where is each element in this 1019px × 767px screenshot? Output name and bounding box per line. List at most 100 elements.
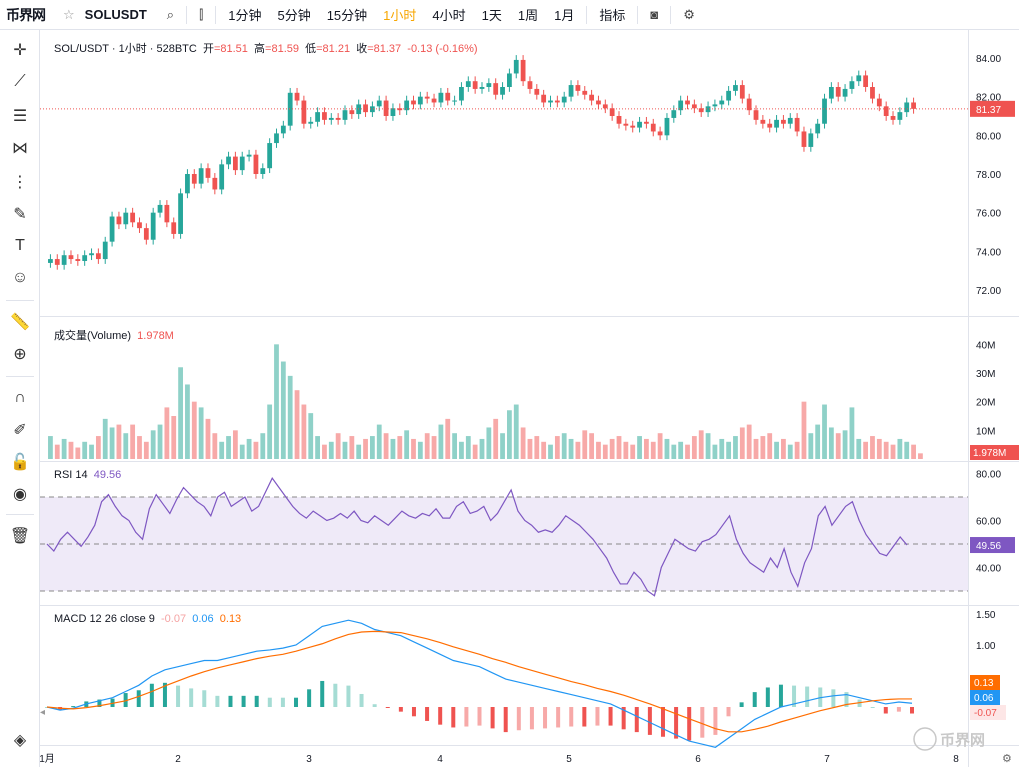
macd-hist-bar — [123, 693, 128, 707]
macd-hist-bar — [307, 689, 312, 707]
volume-bar — [164, 407, 170, 459]
lock-icon[interactable]: 🔓 — [10, 454, 30, 471]
zoom-in-icon[interactable]: ⊕ — [13, 346, 27, 363]
pattern-icon[interactable]: ⋈ — [12, 140, 28, 157]
macd-hist-bar — [674, 707, 679, 739]
candle-type-icon[interactable]: ⫿ — [199, 6, 204, 22]
text-icon[interactable]: T — [15, 237, 25, 254]
volume-bar — [904, 441, 910, 459]
candle-body — [774, 119, 779, 128]
eye-icon[interactable]: ◉ — [13, 486, 27, 503]
brush-icon[interactable]: ✎ — [13, 206, 27, 223]
candle-body — [828, 87, 834, 99]
volume-bar — [541, 441, 547, 459]
candle-body — [822, 98, 827, 124]
lock-drawing-icon[interactable]: ✐ — [13, 422, 27, 439]
crosshair-icon[interactable]: ✛ — [13, 42, 27, 59]
chart-title: SOL/USDT · 1小时 · 528BTC — [54, 43, 197, 55]
timeframe-6[interactable]: 1周 — [517, 8, 539, 23]
volume-bar — [198, 407, 204, 459]
open-value: =81.51 — [213, 43, 248, 55]
candle-body — [520, 59, 526, 82]
volume-tick-label: 20M — [976, 398, 995, 409]
volume-bar — [260, 433, 266, 459]
symbol-label[interactable]: SOLUSDT — [84, 7, 147, 22]
rsi-last-tag — [970, 537, 1015, 554]
drawing-toolbar: ✛ ⟋ ☰ ⋈ ⋮ ✎ T ☺ 📏 ⊕ ∩ ✐ 🔓 ◉ 🗑 ◈ — [0, 30, 40, 767]
timeframe-0[interactable]: 1分钟 — [228, 8, 262, 23]
volume-bar — [883, 441, 889, 459]
volume-bar — [794, 441, 800, 459]
volume-bar — [109, 427, 115, 459]
volume-bar — [383, 433, 389, 459]
candle-body — [541, 94, 547, 103]
volume-bar — [801, 401, 807, 459]
timeframe-1[interactable]: 5分钟 — [277, 8, 311, 23]
volume-bar — [602, 444, 608, 459]
magnet-icon[interactable]: ∩ — [14, 389, 26, 406]
emoji-icon[interactable]: ☺ — [11, 269, 29, 286]
candle-body — [644, 121, 649, 124]
volume-bar — [685, 444, 690, 459]
volume-bar — [369, 436, 375, 459]
toolbar-divider — [586, 5, 588, 24]
macd-hist-bar — [778, 684, 783, 707]
candle-body — [500, 87, 505, 95]
macd-last-tag — [970, 690, 1000, 705]
top-toolbar: 币界网 ☆ SOLUSDT ⌕ ⫿ 1分钟 5分钟 15分钟 1小时 4小时 1天 1周 1月… — [0, 0, 1019, 30]
timeframe-7[interactable]: 1月 — [554, 8, 575, 23]
volume-bar — [534, 436, 540, 459]
candle-body — [575, 85, 581, 91]
candle-body — [404, 100, 410, 111]
toolbar-divider — [215, 5, 217, 24]
volume-bar — [691, 436, 697, 459]
timeframe-3[interactable]: 1小时 — [383, 8, 417, 23]
volume-bar — [815, 424, 821, 459]
volume-bar — [274, 344, 279, 459]
volume-bar — [465, 436, 471, 459]
camera-icon[interactable]: ◙ — [650, 7, 659, 22]
candle-body — [130, 212, 136, 223]
candle-body — [760, 119, 766, 124]
toolbar-divider — [6, 376, 34, 377]
timeframe-5[interactable]: 1天 — [481, 8, 502, 23]
layers-icon[interactable]: ◈ — [13, 732, 27, 749]
trend-line-icon[interactable]: ⟋ — [14, 73, 26, 90]
volume-bar — [842, 430, 848, 459]
trash-icon[interactable]: 🗑 — [9, 528, 31, 545]
volume-tick-label: 10M — [976, 426, 995, 437]
candle-body — [548, 100, 553, 103]
candle-body — [739, 85, 745, 99]
last-price-tag — [970, 100, 1015, 117]
volume-bar — [835, 433, 841, 459]
candle-body — [534, 88, 540, 95]
volume-bar — [657, 433, 663, 459]
fib-icon[interactable]: ⋮ — [12, 174, 28, 191]
candle-body — [589, 94, 595, 101]
macd-hist-bar — [438, 707, 443, 725]
volume-bar — [301, 404, 307, 459]
favorite-star-icon[interactable]: ☆ — [63, 6, 75, 22]
volume-bar — [54, 444, 60, 459]
ruler-icon[interactable]: 📏 — [10, 314, 30, 331]
volume-value: 1.978M — [137, 330, 174, 342]
macd-hist-bar — [556, 707, 561, 728]
candle-body — [746, 98, 752, 111]
candle-body — [623, 123, 629, 126]
candle-body — [664, 117, 670, 136]
brand-logo[interactable]: 币界网 — [6, 6, 46, 23]
macd-hist-bar — [857, 699, 862, 707]
toolbar-divider — [6, 514, 34, 515]
macd-legend: MACD 12 26 close 9 -0.07 0.06 0.13 — [54, 613, 241, 625]
gear-icon[interactable]: ⚙ — [683, 6, 695, 22]
timeframe-4[interactable]: 4小时 — [432, 8, 466, 23]
indicators-button[interactable]: 指标 — [599, 8, 626, 23]
timeframe-2[interactable]: 15分钟 — [326, 8, 368, 23]
macd-hist-bar — [595, 707, 600, 726]
macd-hist-bar — [359, 693, 364, 707]
search-icon[interactable]: ⌕ — [166, 6, 175, 22]
volume-bar — [280, 361, 286, 459]
candle-body — [328, 117, 334, 120]
horizontal-lines-icon[interactable]: ☰ — [12, 108, 28, 125]
